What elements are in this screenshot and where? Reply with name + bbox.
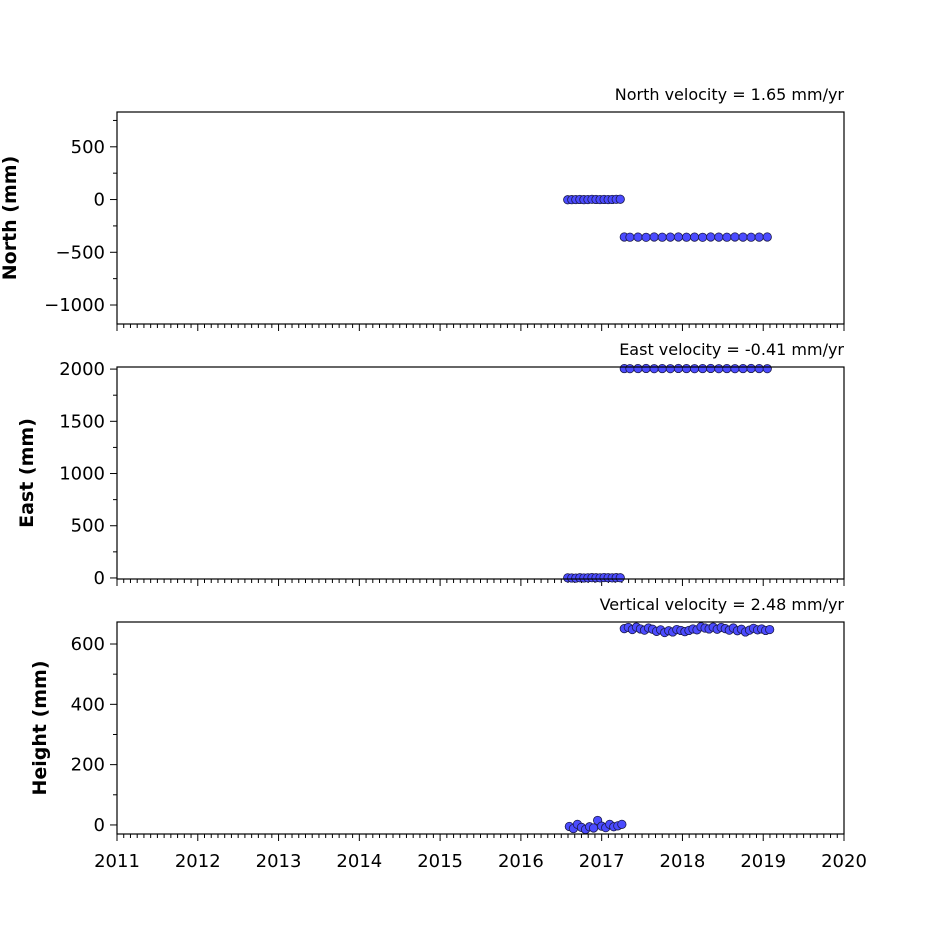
north-ytick-label: −1000 bbox=[44, 295, 105, 316]
north-axes-frame bbox=[116, 111, 845, 325]
north-ytick-label: 0 bbox=[94, 190, 105, 211]
north-data-point bbox=[615, 194, 625, 204]
height-ytick-label: 400 bbox=[71, 694, 105, 715]
east-data-point bbox=[649, 364, 659, 374]
east-ytick-label: 1500 bbox=[59, 411, 105, 432]
height-ylabel: Height (mm) bbox=[29, 660, 51, 795]
east-yticks: 2000 1500 1000 500 0 bbox=[59, 359, 117, 589]
east-data-point bbox=[615, 573, 625, 583]
height-panel: Vertical velocity = 2.48 mm/yr Height (m… bbox=[29, 595, 867, 872]
east-data-point bbox=[698, 363, 708, 374]
height-data-point bbox=[765, 624, 775, 635]
north-data-point bbox=[673, 232, 684, 242]
north-data-point bbox=[689, 232, 700, 242]
height-axes-frame bbox=[116, 621, 845, 835]
xtick-label-year: 2015 bbox=[417, 851, 463, 872]
height-yticks: 600 400 200 0 bbox=[71, 634, 117, 836]
north-ytick-label: 500 bbox=[71, 137, 105, 158]
east-ytick-label: 1000 bbox=[59, 464, 105, 485]
north-data-point bbox=[762, 232, 772, 242]
north-data-point bbox=[730, 232, 740, 242]
east-data-point bbox=[722, 363, 732, 374]
north-velocity-title: North velocity = 1.65 mm/yr bbox=[615, 85, 845, 104]
north-data-point bbox=[665, 232, 675, 242]
north-data-point bbox=[754, 232, 764, 242]
north-yticks: 500 0 −500 −1000 bbox=[44, 119, 117, 316]
north-data-point bbox=[722, 232, 732, 242]
height-ytick-label: 0 bbox=[94, 815, 105, 836]
east-ytick-label: 500 bbox=[71, 516, 105, 537]
height-points bbox=[564, 622, 775, 835]
north-panel: North velocity = 1.65 mm/yr North (mm) 5… bbox=[0, 85, 845, 331]
east-ytick-label: 0 bbox=[94, 568, 105, 589]
east-panel: East velocity = -0.41 mm/yr East (mm) 20… bbox=[16, 340, 845, 589]
north-xticks bbox=[116, 324, 845, 331]
north-data-point bbox=[746, 232, 756, 242]
north-data-point bbox=[738, 232, 748, 242]
east-data-point bbox=[673, 363, 684, 374]
xtick-label-year: 2017 bbox=[579, 851, 625, 872]
height-ytick-label: 600 bbox=[71, 634, 105, 655]
north-points bbox=[563, 194, 772, 242]
east-data-point bbox=[762, 364, 772, 374]
height-data-point bbox=[617, 819, 627, 829]
east-data-point bbox=[665, 364, 675, 374]
east-data-point bbox=[689, 364, 700, 374]
xtick-label-year: 2013 bbox=[256, 851, 302, 872]
east-data-point bbox=[625, 364, 635, 374]
xtick-label-year: 2012 bbox=[175, 851, 221, 872]
east-data-point bbox=[730, 364, 740, 374]
xtick-label-year: 2016 bbox=[498, 851, 544, 872]
east-data-point bbox=[706, 363, 716, 374]
east-xticks bbox=[116, 579, 845, 586]
east-data-point bbox=[657, 363, 667, 374]
north-data-point bbox=[633, 232, 643, 242]
height-xticks: 2011 2012 2013 2014 2015 2016 2017 2018 2019 2020 bbox=[94, 834, 867, 872]
north-ytick-label: −500 bbox=[56, 242, 105, 263]
xtick-label-year: 2014 bbox=[336, 851, 382, 872]
xtick-label-year: 2020 bbox=[821, 851, 867, 872]
vertical-velocity-title: Vertical velocity = 2.48 mm/yr bbox=[600, 595, 845, 614]
east-data-point bbox=[746, 363, 756, 374]
north-data-point bbox=[698, 232, 708, 242]
north-ylabel: North (mm) bbox=[0, 156, 21, 281]
east-data-point bbox=[681, 363, 692, 374]
east-data-point bbox=[633, 363, 643, 374]
east-data-point bbox=[641, 363, 651, 374]
north-data-point bbox=[714, 232, 724, 242]
east-axes-frame bbox=[116, 366, 845, 580]
height-ytick-label: 200 bbox=[71, 755, 105, 776]
xtick-label-year: 2019 bbox=[740, 851, 786, 872]
xtick-label-year: 2011 bbox=[94, 851, 140, 872]
north-data-point bbox=[641, 232, 651, 242]
east-data-point bbox=[714, 364, 724, 374]
north-data-point bbox=[649, 232, 659, 242]
north-data-point bbox=[625, 232, 635, 242]
east-points bbox=[563, 363, 772, 583]
east-data-point bbox=[754, 363, 764, 374]
east-ytick-label: 2000 bbox=[59, 359, 105, 380]
north-data-point bbox=[681, 232, 692, 242]
north-data-point bbox=[657, 232, 667, 242]
xtick-label-year: 2018 bbox=[660, 851, 706, 872]
east-velocity-title: East velocity = -0.41 mm/yr bbox=[619, 340, 844, 359]
east-data-point bbox=[738, 363, 748, 374]
north-data-point bbox=[706, 232, 716, 242]
east-ylabel: East (mm) bbox=[16, 418, 38, 528]
height-data-point bbox=[588, 823, 599, 833]
